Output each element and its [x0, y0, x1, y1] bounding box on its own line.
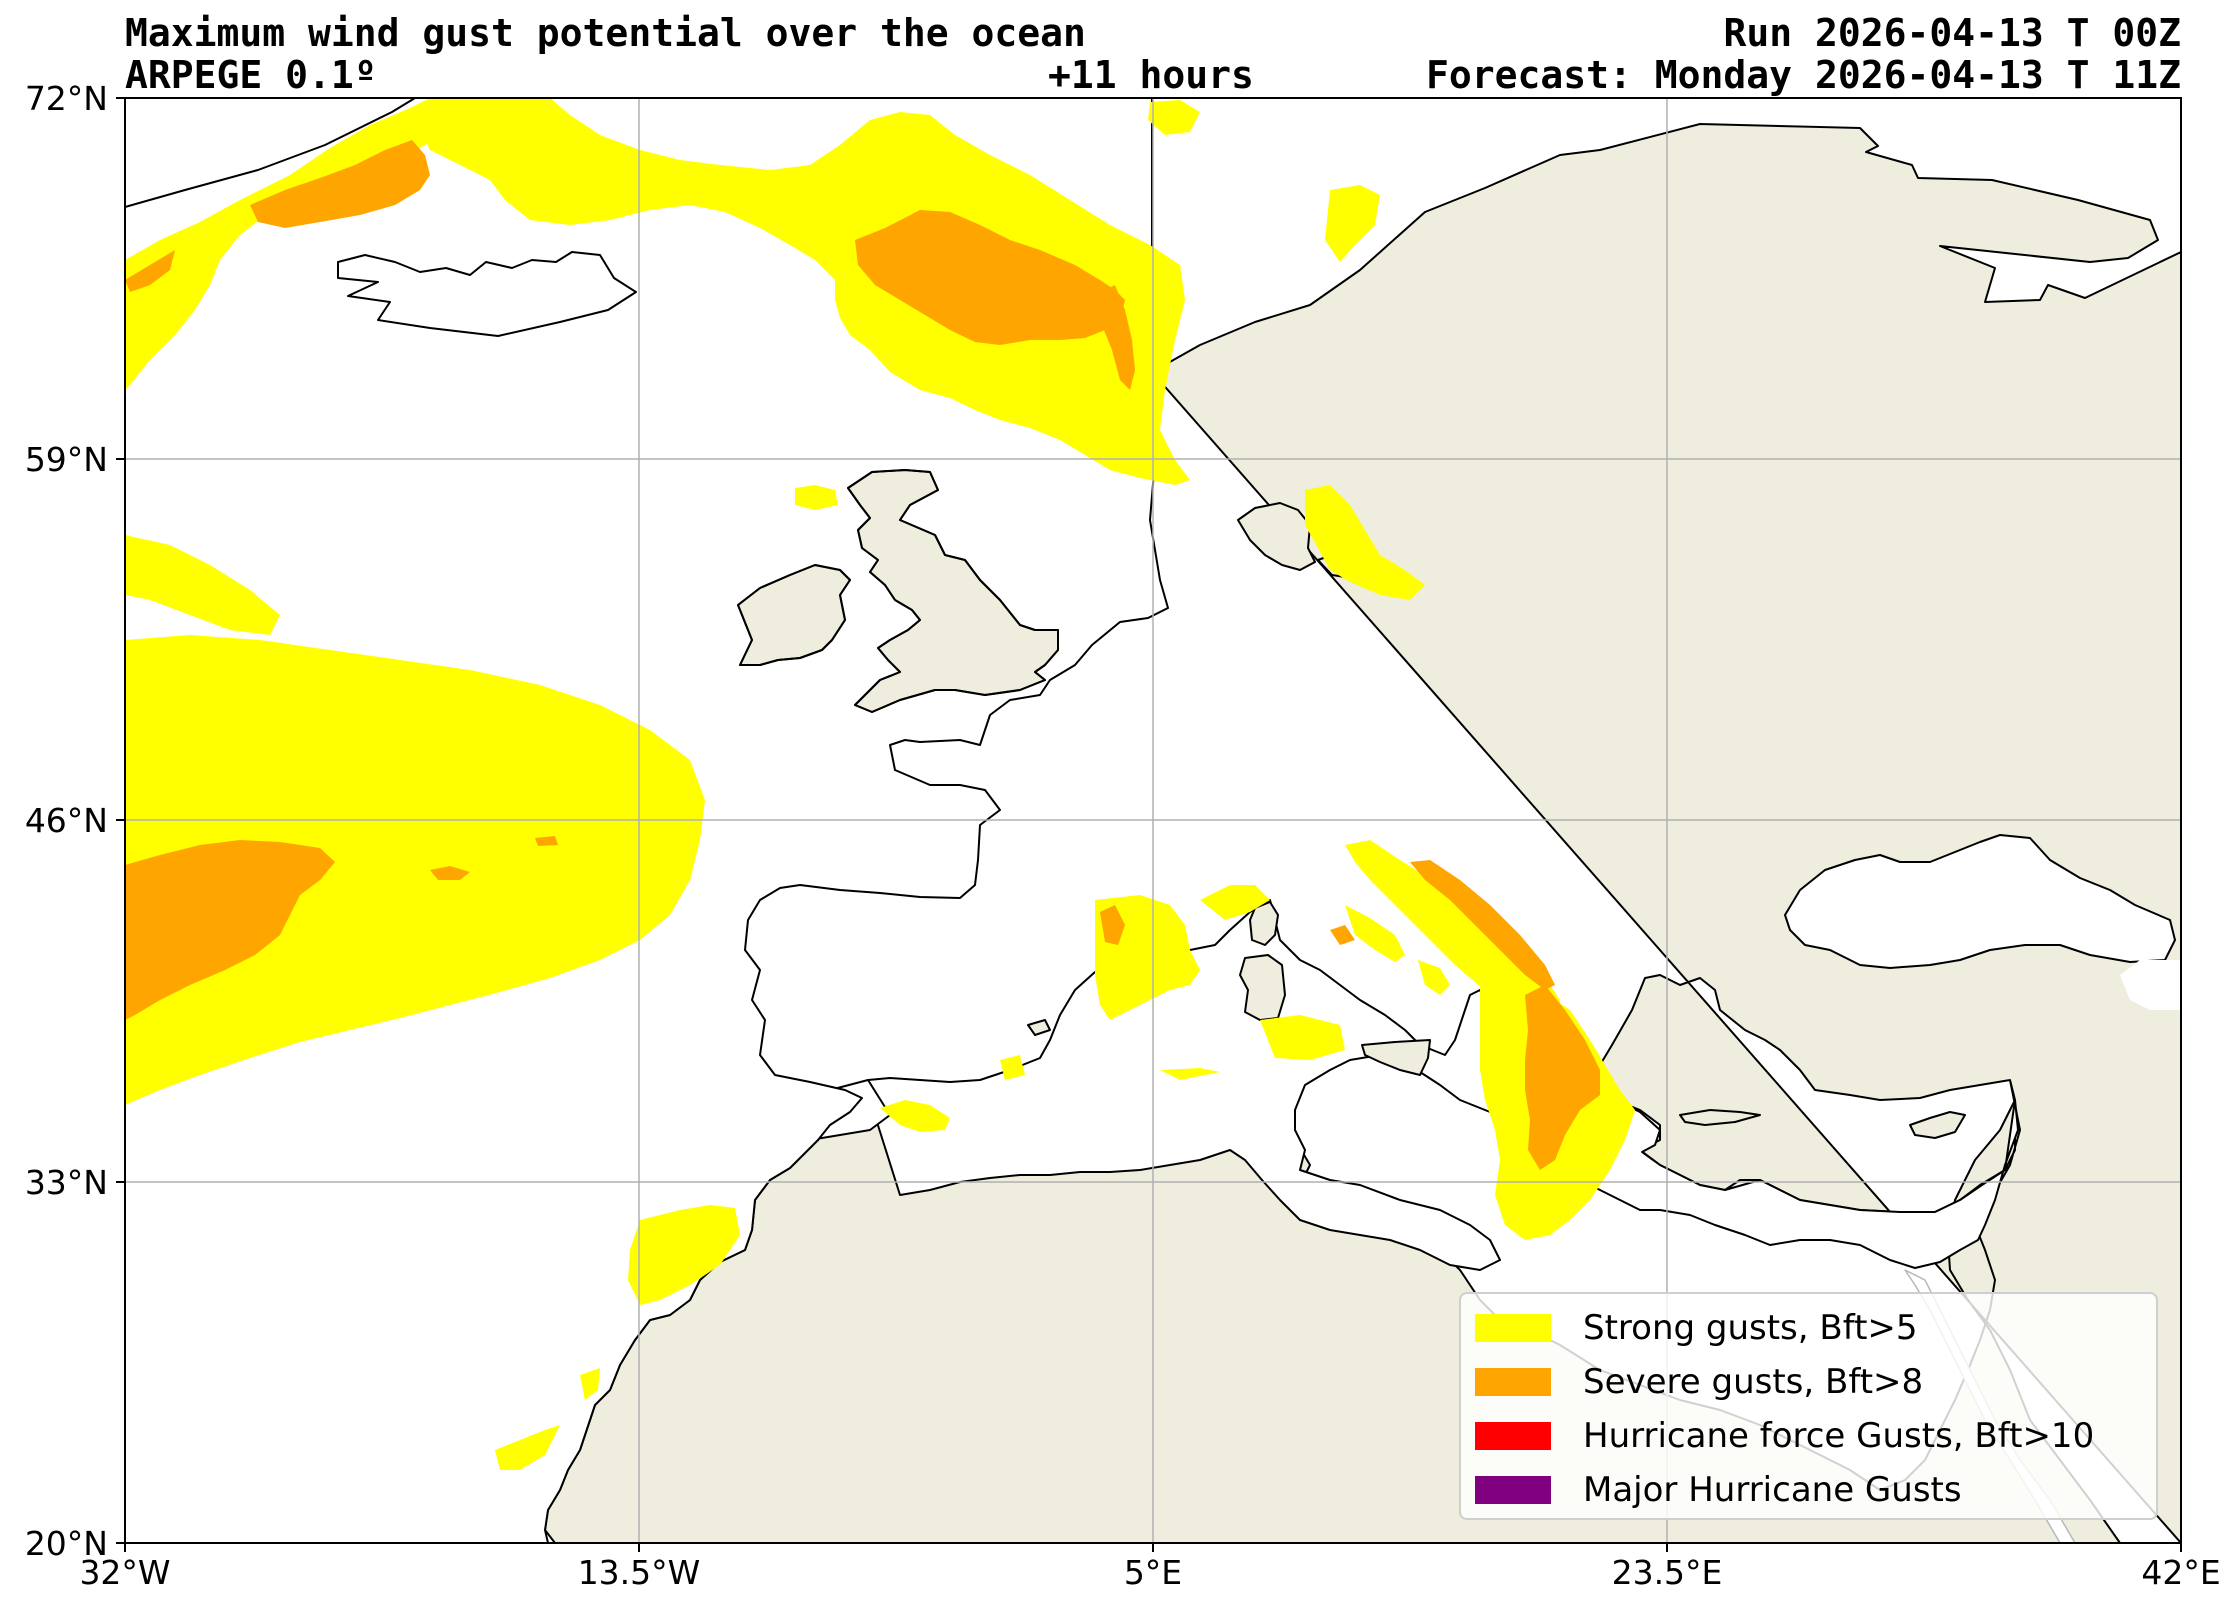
strong-zone-morocco-coast2: [495, 1425, 560, 1470]
caspian: [2120, 960, 2181, 1010]
legend-swatch: [1475, 1422, 1551, 1450]
crete: [1679, 1109, 1761, 1126]
strong-zone-tyrrhenian-coast: [1345, 905, 1405, 962]
legend-swatch: [1475, 1314, 1551, 1342]
strong-zone-taranto: [1418, 960, 1450, 995]
severe-zone-norwegian: [855, 210, 1125, 345]
tick-marks: [116, 97, 2182, 1552]
severe-zone-ligurian: [1330, 925, 1355, 945]
legend-label: Major Hurricane Gusts: [1583, 1470, 1962, 1510]
severe-zone-adriatic: [1410, 860, 1555, 990]
forecast-label: Forecast: Monday 2026-04-13 T 11Z: [1426, 53, 2181, 97]
y-tick-label: 20°N: [25, 1524, 108, 1563]
legend-label: Hurricane force Gusts, Bft>10: [1583, 1416, 2095, 1456]
legend-item-severe: Severe gusts, Bft>8: [1475, 1362, 1923, 1402]
strong-zone-barents: [1325, 185, 1380, 262]
severe-zone-ionian: [1525, 985, 1600, 1170]
legend: Strong gusts, Bft>5 Severe gusts, Bft>8 …: [1459, 1292, 2158, 1520]
balearic: [1027, 1019, 1051, 1036]
y-tick-label: 59°N: [25, 440, 108, 479]
gust-zones: [125, 98, 1635, 1470]
strong-zone-morocco-coast: [580, 1368, 600, 1400]
severe-zone-atlantic: [125, 840, 335, 1020]
strong-zone-skagerrak: [1305, 485, 1425, 600]
run-label: Run 2026-04-13 T 00Z: [1723, 11, 2181, 55]
severe-zone-greenland: [250, 140, 430, 228]
map-title: Maximum wind gust potential over the oce…: [125, 11, 1086, 55]
x-tick-label: 23.5°E: [1612, 1553, 1723, 1592]
corsica: [1249, 901, 1279, 946]
strong-zone-atlantic-north: [125, 535, 280, 635]
y-tick-label: 72°N: [25, 79, 108, 118]
legend-item-hurricane: Hurricane force Gusts, Bft>10: [1475, 1416, 2094, 1456]
severe-zone-atlantic-spot: [430, 866, 470, 880]
cyprus: [1909, 1111, 1966, 1139]
lead-time-label: +11 hours: [1048, 53, 1254, 97]
severe-zone-norwegian-tail: [1095, 285, 1135, 390]
legend-label: Severe gusts, Bft>8: [1583, 1362, 1924, 1402]
x-tick-label: 32°W: [79, 1553, 170, 1592]
sicily: [1361, 1039, 1431, 1076]
strong-zone-svalbard: [1148, 100, 1200, 135]
strong-zone-ligurian: [1200, 885, 1270, 920]
strong-zone-tyrrhenian: [1260, 1015, 1345, 1060]
strong-zone-libya-coast: [1160, 1068, 1220, 1080]
x-tick-label: 13.5°W: [578, 1553, 701, 1592]
graticule: [125, 98, 2181, 1543]
severe-zone-atlantic-spot2: [535, 836, 558, 846]
y-tick-label: 46°N: [25, 801, 108, 840]
strong-zone-canary: [628, 1205, 740, 1305]
strong-zone-north-sea-dots: [795, 485, 838, 510]
strong-zone-norwegian-sea: [420, 98, 1190, 485]
denmark: [1237, 502, 1316, 571]
coastlines: [125, 98, 1059, 713]
strong-zone-african-coast-tunisia: [880, 1100, 950, 1132]
black-sea: [1784, 834, 2176, 969]
x-tick-label: 42°E: [2141, 1553, 2220, 1592]
legend-swatch: [1475, 1476, 1551, 1504]
severe-zone-lion: [1100, 905, 1125, 945]
strong-zone-atlantic-main: [125, 635, 705, 1105]
legend-item-strong: Strong gusts, Bft>5: [1475, 1308, 1918, 1348]
x-tick-label: 5°E: [1124, 1553, 1182, 1592]
model-label: ARPEGE 0.1º: [125, 53, 377, 97]
y-tick-label: 33°N: [25, 1163, 108, 1202]
sardinia: [1239, 954, 1286, 1021]
strong-zone-alboran: [1000, 1055, 1025, 1080]
legend-swatch: [1475, 1368, 1551, 1396]
legend-label: Strong gusts, Bft>5: [1583, 1308, 1918, 1348]
legend-item-major: Major Hurricane Gusts: [1475, 1470, 1962, 1510]
severe-zone-greenland-edge: [125, 250, 175, 292]
